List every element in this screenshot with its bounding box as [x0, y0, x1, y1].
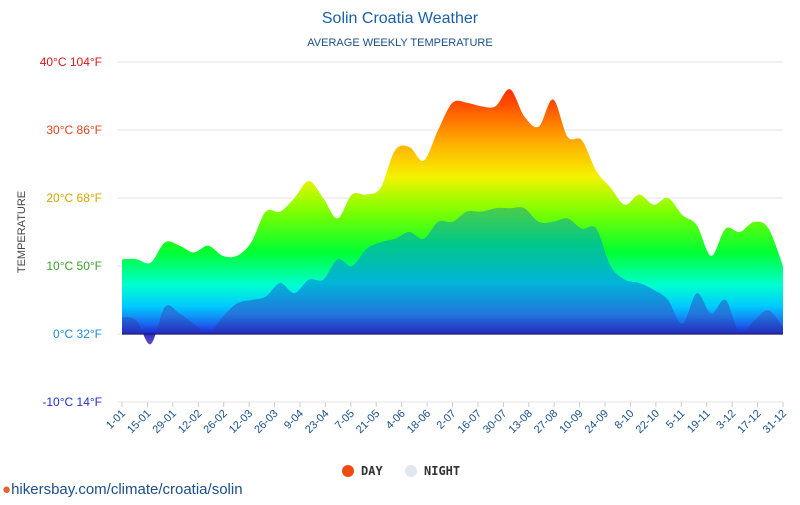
x-tick-label: 29-01	[151, 408, 179, 436]
x-tick-label: 12-03	[227, 408, 255, 436]
legend: DAY NIGHT	[342, 464, 460, 478]
x-tick-label: 16-07	[456, 408, 484, 436]
location-pin-icon: ●	[2, 481, 12, 498]
y-tick-label: 40°C 104°F	[40, 55, 102, 69]
x-tick-label: 31-12	[761, 408, 789, 436]
x-tick-label: 30-07	[481, 408, 509, 436]
legend-day-label: DAY	[361, 464, 383, 478]
x-tick-label: 13-08	[507, 408, 535, 436]
chart-title: Solin Croatia Weather	[322, 10, 479, 27]
legend-night-swatch	[405, 465, 417, 477]
y-tick-label: 0°C 32°F	[53, 327, 102, 341]
series-day-area	[122, 89, 783, 334]
y-tick-label: -10°C 14°F	[42, 395, 102, 409]
footer-link[interactable]: ●hikersbay.com/climate/croatia/solin	[2, 481, 243, 498]
chart-subtitle: AVERAGE WEEKLY TEMPERATURE	[307, 37, 492, 49]
x-tick-label: 27-08	[532, 408, 560, 436]
x-tick-label: 21-05	[354, 408, 382, 436]
x-tick-label: 23-04	[303, 408, 331, 436]
y-tick-label: 20°C 68°F	[46, 191, 102, 205]
x-tick-label: 17-12	[735, 408, 763, 436]
legend-day-swatch	[342, 465, 354, 477]
series-areas	[122, 89, 783, 345]
y-tick-labels: 40°C 104°F 30°C 86°F 20°C 68°F 10°C 50°F 0°C…	[40, 55, 102, 409]
x-tick-label: 26-03	[252, 408, 280, 436]
legend-item-day[interactable]: DAY	[342, 464, 383, 478]
legend-item-night[interactable]: NIGHT	[405, 464, 460, 478]
x-tick-label: 18-06	[405, 408, 433, 436]
y-tick-label: 10°C 50°F	[46, 259, 102, 273]
x-tick-label: 24-09	[583, 408, 611, 436]
x-tick-label: 5-11	[664, 408, 687, 431]
x-tick-label: 22-10	[634, 408, 662, 436]
x-tick-label: 26-02	[201, 408, 229, 436]
x-tick-label: 10-09	[557, 408, 585, 436]
y-tick-label: 30°C 86°F	[46, 123, 102, 137]
x-tick-label: 12-02	[176, 408, 204, 436]
series-night-area	[122, 207, 783, 345]
y-axis-label: TEMPERATURE	[16, 191, 28, 273]
x-tick-label: 19-11	[685, 408, 713, 436]
footer-url: hikersbay.com/climate/croatia/solin	[11, 481, 243, 498]
legend-night-label: NIGHT	[424, 464, 460, 478]
x-tick-label: 15-01	[125, 408, 153, 436]
